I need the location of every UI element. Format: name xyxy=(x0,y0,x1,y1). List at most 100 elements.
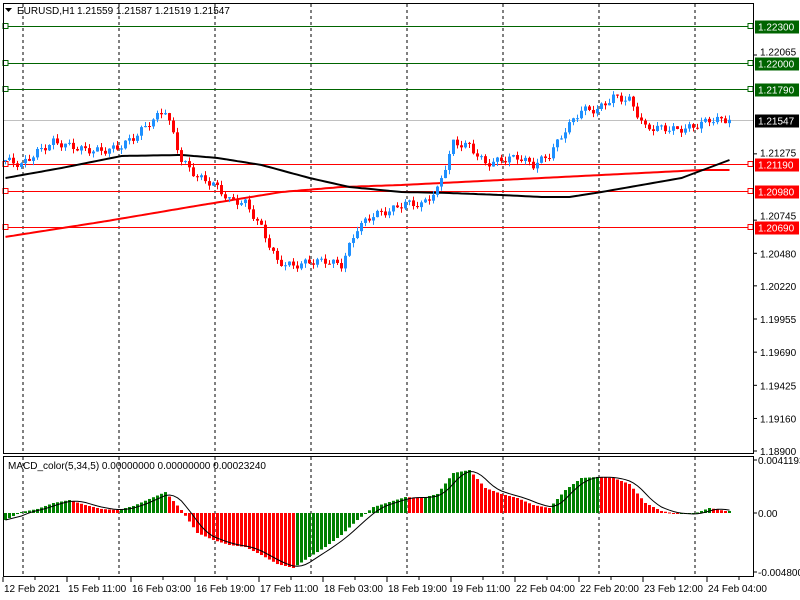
time-axis[interactable]: 12 Feb 2021 15 Feb 11:00 16 Feb 03:00 16 Fe… xyxy=(2,577,767,595)
candle-bear xyxy=(616,94,619,96)
level-handle-right[interactable] xyxy=(747,60,754,66)
macd-bar xyxy=(184,513,187,516)
macd-bar xyxy=(236,513,239,547)
macd-bar xyxy=(56,502,59,513)
candle-bear xyxy=(56,138,59,144)
candle-bull xyxy=(512,155,515,157)
macd-bar xyxy=(212,513,215,541)
price-tick-label: 1.21275 xyxy=(760,149,797,160)
macd-bar xyxy=(492,490,495,513)
macd-bar xyxy=(240,513,243,547)
candle-bull xyxy=(20,163,23,167)
candle-bear xyxy=(648,124,651,130)
macd-bar xyxy=(552,503,555,513)
level-handle-right[interactable] xyxy=(747,86,754,92)
macd-bar xyxy=(568,487,571,513)
level-handle-right[interactable] xyxy=(747,224,754,230)
macd-bar xyxy=(636,493,639,513)
macd-bar xyxy=(532,505,535,513)
macd-tick-label: 0.0041193 xyxy=(758,456,800,467)
time-tick-label: 15 Feb 11:00 xyxy=(68,584,127,595)
level-price-tag xyxy=(755,221,799,235)
candle-bear xyxy=(16,163,19,167)
candle-bear xyxy=(252,209,255,219)
macd-bar xyxy=(28,510,31,513)
horizontal-levels[interactable] xyxy=(2,23,754,230)
candle-bull xyxy=(600,103,603,109)
candle-bull xyxy=(376,210,379,218)
level-price-tag-text: 1.22000 xyxy=(758,60,795,71)
macd-axis: 0.0041193 0.00 -0.004800 xyxy=(753,456,800,579)
macd-bar xyxy=(268,513,271,560)
macd-bar xyxy=(160,493,163,513)
candle-bull xyxy=(300,263,303,269)
macd-bar xyxy=(388,502,391,513)
macd-bar xyxy=(200,513,203,535)
period-separators xyxy=(22,4,696,576)
candles xyxy=(4,91,731,273)
candle-bull xyxy=(356,231,359,239)
macd-bar xyxy=(308,513,311,558)
macd-bar xyxy=(48,504,51,513)
candle-bear xyxy=(280,259,283,267)
level-price-tag xyxy=(755,158,799,172)
macd-bar xyxy=(92,506,95,513)
macd-bar xyxy=(460,471,463,513)
macd-bar xyxy=(264,513,267,558)
candle-bear xyxy=(724,118,727,124)
candle-bull xyxy=(688,124,691,129)
candle-bull xyxy=(360,222,363,232)
candle-bull xyxy=(392,205,395,212)
time-tick-label: 16 Feb 19:00 xyxy=(196,584,255,595)
price-tick-label: 1.19160 xyxy=(760,414,797,425)
macd-bar xyxy=(536,505,539,513)
macd-bar xyxy=(276,513,279,565)
level-price-tag xyxy=(755,57,799,71)
macd-bar xyxy=(228,513,231,546)
macd-bar xyxy=(620,480,623,513)
candle-bear xyxy=(484,156,487,164)
price-axis[interactable]: 1.22065 1.21275 1.20745 1.20480 1.20220 1.199… xyxy=(753,48,797,459)
macd-bar xyxy=(4,513,7,521)
level-handle-right[interactable] xyxy=(747,23,754,29)
macd-bar xyxy=(728,510,731,513)
candle-bull xyxy=(440,178,443,187)
macd-bar xyxy=(400,498,403,513)
candle-bull xyxy=(536,162,539,169)
candle-bear xyxy=(232,197,235,200)
macd-bar xyxy=(396,499,399,513)
price-tick-label: 1.18900 xyxy=(760,447,797,458)
macd-bar xyxy=(356,513,359,521)
candle-bear xyxy=(592,109,595,114)
level-handle-right[interactable] xyxy=(747,161,754,167)
candle-bull xyxy=(492,161,495,167)
candle-bull xyxy=(728,119,731,124)
macd-bar xyxy=(724,510,727,513)
level-handle-right[interactable] xyxy=(747,188,754,194)
macd-bar xyxy=(316,513,319,553)
candle-bear xyxy=(696,127,699,129)
macd-bar xyxy=(188,513,191,522)
candle-bull xyxy=(596,108,599,114)
candle-bull xyxy=(36,148,39,158)
candle-bear xyxy=(720,116,723,119)
macd-bar xyxy=(528,503,531,513)
macd-bar xyxy=(516,498,519,513)
candle-bull xyxy=(92,151,95,154)
candle-bear xyxy=(172,120,175,133)
candle-bear xyxy=(468,142,471,144)
macd-bar xyxy=(588,477,591,513)
candle-bear xyxy=(264,224,267,239)
candle-bull xyxy=(540,156,543,163)
candle-bear xyxy=(168,113,171,121)
macd-bar xyxy=(720,510,723,513)
price-tick-label: 1.22065 xyxy=(760,48,797,59)
collapse-triangle-icon[interactable] xyxy=(5,8,12,12)
macd-bar xyxy=(668,512,671,514)
candle-bull xyxy=(288,261,291,266)
time-tick-label: 22 Feb 04:00 xyxy=(516,584,575,595)
ohlc-values: 1.21559 1.21587 1.21519 1.21547 xyxy=(77,6,230,17)
macd-bar xyxy=(352,513,355,524)
candle-bull xyxy=(404,201,407,209)
